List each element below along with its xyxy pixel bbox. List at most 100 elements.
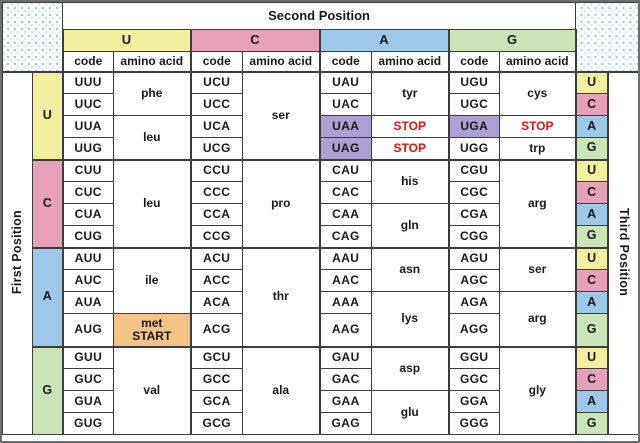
codon-cell: UCC [189, 93, 243, 116]
amino-acid-column-header: amino acid [371, 51, 449, 73]
codon-cell: CUA [61, 203, 114, 226]
second-position-header: Second Position [61, 2, 577, 30]
third-position-letter-cell: G [574, 412, 609, 435]
codon-cell: AGU [447, 246, 500, 270]
codon-cell: UAU [318, 70, 372, 94]
codon-cell: CUG [61, 225, 114, 248]
codon-cell: CCG [189, 225, 243, 248]
codon-cell: GAG [318, 412, 372, 435]
codon-table: Second Position U C A G code amino acid … [2, 2, 638, 435]
third-position-letter-cell: A [574, 390, 609, 413]
codon-cell: UAC [318, 93, 372, 116]
third-position-letter-cell: G [574, 137, 609, 160]
codon-cell: GUC [61, 368, 114, 391]
corner-pattern-top-right [575, 2, 638, 73]
codon-cell: AAA [318, 291, 372, 314]
first-position-letter-cell: G [32, 345, 63, 435]
stop-codon-cell: UAG [318, 137, 372, 160]
codon-cell: UCG [189, 137, 243, 160]
codon-cell: CAU [318, 158, 372, 182]
codon-cell: AGG [447, 313, 500, 347]
codon-cell: GAA [318, 390, 372, 413]
stop-label-cell: STOP [498, 115, 577, 138]
start-label-cell: met START [113, 313, 191, 347]
amino-acid-cell: pro [242, 158, 320, 248]
codon-cell: ACA [189, 291, 243, 314]
codon-cell: CAA [318, 203, 372, 226]
codon-cell: GGA [447, 390, 500, 413]
codon-cell: GCU [189, 345, 243, 369]
second-position-group-g: G [447, 29, 577, 52]
amino-acid-cell: his [371, 158, 449, 204]
amino-acid-cell: ala [242, 345, 320, 435]
codon-cell: CCA [189, 203, 243, 226]
codon-cell: GUA [61, 390, 114, 413]
codon-cell: CAC [318, 181, 372, 204]
code-column-header: code [447, 51, 500, 73]
amino-acid-cell: arg [498, 158, 577, 248]
first-position-label: First Position [2, 70, 33, 435]
third-position-letter-cell: A [574, 115, 609, 138]
amino-acid-cell: asn [371, 246, 449, 292]
codon-cell: AGA [447, 291, 500, 314]
amino-acid-cell: asp [371, 345, 449, 391]
amino-acid-cell: ser [498, 246, 577, 292]
third-position-letter-cell: C [574, 93, 609, 116]
codon-cell: UUU [61, 70, 114, 94]
codon-cell: CUU [61, 158, 114, 182]
amino-acid-cell: leu [113, 158, 191, 248]
amino-acid-cell: thr [242, 246, 320, 347]
corner-pattern-top-left [2, 2, 63, 73]
codon-cell: GGG [447, 412, 500, 435]
start-label-line2: START [132, 328, 172, 343]
codon-cell: ACU [189, 246, 243, 270]
codon-cell: AAC [318, 269, 372, 292]
third-position-letter-cell: U [574, 345, 609, 369]
codon-cell: GGC [447, 368, 500, 391]
amino-acid-cell: phe [113, 70, 191, 116]
first-position-letter-cell: A [32, 246, 63, 347]
stop-label-cell: STOP [371, 115, 449, 138]
third-position-letter-cell: U [574, 158, 609, 182]
third-position-letter-cell: C [574, 368, 609, 391]
codon-cell: GGU [447, 345, 500, 369]
start-label-line1: met [141, 315, 163, 330]
codon-cell: AUC [61, 269, 114, 292]
start-codon-cell: AUG [61, 313, 114, 347]
codon-cell: UCA [189, 115, 243, 138]
code-column-header: code [318, 51, 372, 73]
codon-cell: AAG [318, 313, 372, 347]
amino-acid-cell: trp [498, 137, 577, 160]
codon-cell: UGC [447, 93, 500, 116]
codon-cell: GAU [318, 345, 372, 369]
amino-acid-cell: tyr [371, 70, 449, 116]
codon-cell: CGA [447, 203, 500, 226]
codon-cell: CCC [189, 181, 243, 204]
amino-acid-cell: arg [498, 291, 577, 347]
third-position-letter-cell: U [574, 246, 609, 270]
codon-cell: UUG [61, 137, 114, 160]
third-position-letter-cell: A [574, 203, 609, 226]
amino-acid-cell: gln [371, 203, 449, 248]
first-position-letter-cell: U [32, 70, 63, 160]
codon-cell: AAU [318, 246, 372, 270]
amino-acid-cell: ser [242, 70, 320, 160]
codon-cell: GCG [189, 412, 243, 435]
amino-acid-column-header: amino acid [242, 51, 320, 73]
codon-cell: AGC [447, 269, 500, 292]
codon-cell: ACC [189, 269, 243, 292]
second-position-group-u: U [61, 29, 191, 52]
codon-cell: GUG [61, 412, 114, 435]
codon-cell: GAC [318, 368, 372, 391]
codon-cell: CGG [447, 225, 500, 248]
third-position-letter-cell: G [574, 313, 609, 347]
codon-cell: CGU [447, 158, 500, 182]
codon-cell: CAG [318, 225, 372, 248]
codon-cell: GCA [189, 390, 243, 413]
amino-acid-column-header: amino acid [498, 51, 577, 73]
codon-cell: CGC [447, 181, 500, 204]
stop-codon-cell: UAA [318, 115, 372, 138]
codon-cell: UGU [447, 70, 500, 94]
third-position-letter-cell: C [574, 269, 609, 292]
codon-cell: AUU [61, 246, 114, 270]
